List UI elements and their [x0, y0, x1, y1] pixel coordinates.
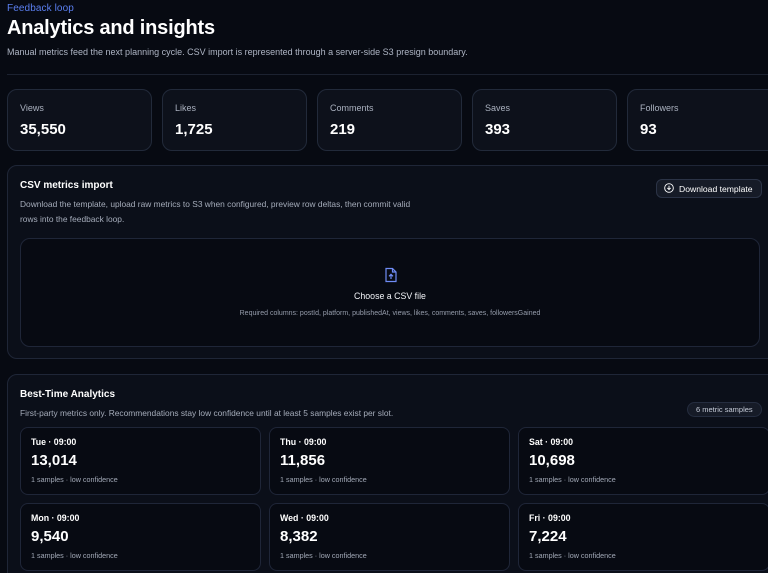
time-slot-card: Thu · 09:00 11,856 1 samples · low confi…: [269, 427, 510, 495]
stat-value: 393: [485, 121, 511, 138]
stat-label: Followers: [640, 103, 679, 113]
stat-card-saves: Saves 393: [472, 89, 617, 151]
stat-label: Saves: [485, 103, 511, 113]
slot-time: Sat · 09:00: [529, 437, 574, 447]
csv-import-card: CSV metrics import Download the template…: [7, 165, 768, 359]
slot-meta: 1 samples · low confidence: [31, 475, 118, 484]
dropzone-hint: Required columns: postId, platform, publ…: [239, 310, 541, 317]
slot-time: Mon · 09:00: [31, 513, 80, 523]
stat-card-followers: Followers 93: [627, 89, 768, 151]
stat-value: 219: [330, 121, 356, 138]
best-time-card: Best-Time Analytics First-party metrics …: [7, 374, 768, 573]
download-template-label: Download template: [679, 183, 753, 194]
slot-value: 11,856: [280, 452, 326, 469]
download-template-button[interactable]: Download template: [656, 179, 762, 198]
page-subtitle: Manual metrics feed the next planning cy…: [7, 47, 468, 57]
upload-file-icon: [384, 267, 398, 283]
slot-meta: 1 samples · low confidence: [280, 475, 367, 484]
time-slot-card: Fri · 09:00 7,224 1 samples · low confid…: [518, 503, 768, 571]
stat-label: Comments: [330, 103, 374, 113]
csv-import-title: CSV metrics import: [20, 180, 113, 191]
stat-value: 93: [640, 121, 657, 138]
slot-value: 9,540: [31, 528, 69, 545]
stat-value: 35,550: [20, 121, 66, 138]
time-slot-card: Sat · 09:00 10,698 1 samples · low confi…: [518, 427, 768, 495]
slot-value: 8,382: [280, 528, 318, 545]
slot-time: Thu · 09:00: [280, 437, 327, 447]
stats-row: Views 35,550 Likes 1,725 Comments 219 Sa…: [7, 89, 768, 151]
time-slot-card: Wed · 09:00 8,382 1 samples · low confid…: [269, 503, 510, 571]
stat-card-views: Views 35,550: [7, 89, 152, 151]
slot-meta: 1 samples · low confidence: [529, 551, 616, 560]
slot-meta: 1 samples · low confidence: [31, 551, 118, 560]
slot-value: 13,014: [31, 452, 77, 469]
stat-value: 1,725: [175, 121, 213, 138]
stat-card-likes: Likes 1,725: [162, 89, 307, 151]
time-slot-card: Tue · 09:00 13,014 1 samples · low confi…: [20, 427, 261, 495]
slot-value: 10,698: [529, 452, 575, 469]
slot-value: 7,224: [529, 528, 567, 545]
stat-label: Views: [20, 103, 44, 113]
stat-card-comments: Comments 219: [317, 89, 462, 151]
best-time-slots: Tue · 09:00 13,014 1 samples · low confi…: [20, 427, 768, 571]
download-icon: [664, 182, 674, 195]
slot-meta: 1 samples · low confidence: [529, 475, 616, 484]
stat-label: Likes: [175, 103, 197, 113]
metric-samples-badge: 6 metric samples: [687, 402, 762, 417]
slot-meta: 1 samples · low confidence: [280, 551, 367, 560]
slot-time: Wed · 09:00: [280, 513, 329, 523]
breadcrumb-feedback-loop[interactable]: Feedback loop: [7, 3, 74, 14]
dropzone-title: Choose a CSV file: [354, 291, 426, 301]
csv-dropzone[interactable]: Choose a CSV file Required columns: post…: [20, 238, 760, 347]
csv-import-description: Download the template, upload raw metric…: [20, 199, 411, 224]
best-time-title: Best-Time Analytics: [20, 389, 116, 400]
time-slot-card: Mon · 09:00 9,540 1 samples · low confid…: [20, 503, 261, 571]
best-time-description: First-party metrics only. Recommendation…: [20, 408, 394, 418]
header-divider: [7, 74, 768, 75]
page-title: Analytics and insights: [7, 17, 215, 39]
slot-time: Fri · 09:00: [529, 513, 571, 523]
slot-time: Tue · 09:00: [31, 437, 77, 447]
